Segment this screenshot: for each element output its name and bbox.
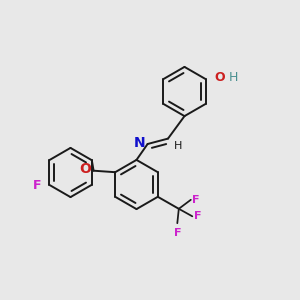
- Text: H: H: [173, 141, 182, 151]
- Text: N: N: [134, 136, 145, 150]
- Text: O: O: [215, 71, 225, 84]
- Text: H: H: [229, 71, 238, 84]
- Text: O: O: [79, 162, 91, 176]
- Text: F: F: [192, 195, 200, 205]
- Text: F: F: [194, 211, 201, 221]
- Text: F: F: [33, 179, 42, 192]
- Text: F: F: [174, 228, 181, 238]
